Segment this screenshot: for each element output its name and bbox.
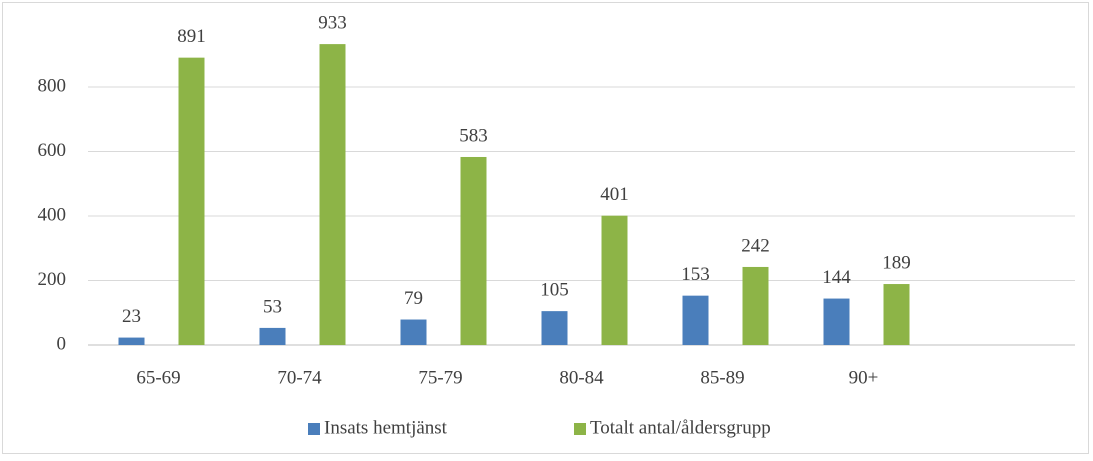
y-tick-label: 800	[38, 75, 67, 96]
bar	[460, 156, 487, 345]
bar	[682, 295, 709, 345]
data-label: 891	[177, 26, 206, 47]
bar	[541, 311, 568, 345]
bar	[742, 266, 769, 345]
bar	[400, 319, 427, 345]
data-label: 401	[600, 184, 629, 205]
data-label: 153	[681, 264, 710, 285]
data-label: 933	[318, 12, 347, 33]
y-tick-label: 400	[38, 204, 67, 225]
y-tick-label: 600	[38, 140, 67, 161]
y-tick-label: 200	[38, 269, 67, 290]
bar	[118, 337, 145, 345]
data-label: 79	[404, 288, 423, 309]
x-tick-label: 80-84	[559, 367, 604, 388]
bar	[178, 57, 205, 346]
legend-swatch	[308, 423, 320, 435]
bar	[259, 327, 286, 345]
data-label: 583	[459, 125, 488, 146]
bar	[883, 284, 910, 345]
data-label: 53	[263, 296, 282, 317]
bar	[601, 215, 628, 345]
x-tick-label: 85-89	[700, 367, 744, 388]
bar	[823, 298, 850, 345]
data-label: 105	[540, 279, 569, 300]
x-tick-label: 70-74	[277, 367, 322, 388]
bar	[319, 44, 346, 346]
y-tick-label: 0	[57, 333, 67, 354]
x-tick-label: 90+	[849, 367, 879, 388]
legend-label: Totalt antal/åldersgrupp	[590, 417, 771, 438]
legend-swatch	[574, 423, 586, 435]
x-tick-label: 65-69	[136, 367, 180, 388]
data-label: 23	[122, 306, 141, 327]
x-tick-label: 75-79	[418, 367, 462, 388]
data-label: 144	[822, 267, 851, 288]
data-label: 189	[882, 252, 911, 273]
legend-label: Insats hemtjänst	[324, 417, 448, 438]
data-label: 242	[741, 235, 770, 256]
